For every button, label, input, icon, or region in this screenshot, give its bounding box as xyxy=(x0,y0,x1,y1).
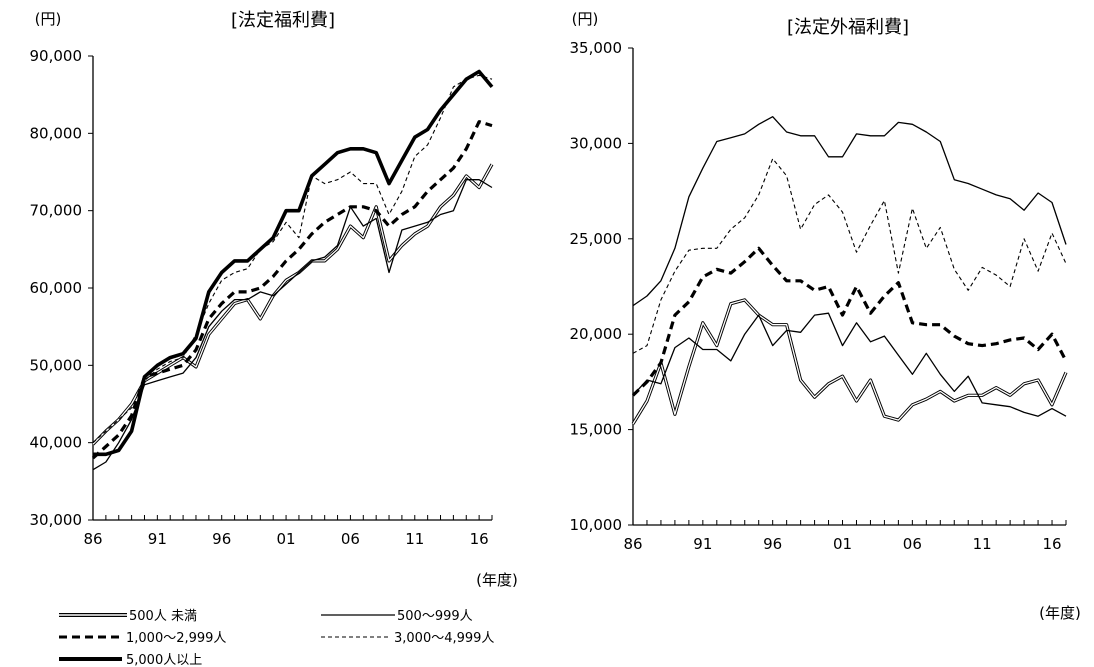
y-tick-label: 30,000 xyxy=(570,134,623,152)
x-tick-label: 06 xyxy=(903,535,922,553)
y-tick-label: 50,000 xyxy=(30,356,83,374)
x-tick-label: 11 xyxy=(405,530,424,548)
x-tick-label: 86 xyxy=(623,535,642,553)
series-path xyxy=(91,163,494,446)
series-path xyxy=(632,299,1067,425)
series-path xyxy=(632,312,1067,417)
y-tick-label: 10,000 xyxy=(570,516,623,534)
legend-item: 5,000人以上 xyxy=(59,653,202,667)
x-tick-label: 11 xyxy=(973,535,992,553)
legend-label: 1,000～2,999人 xyxy=(126,631,226,646)
series-line xyxy=(631,298,1068,425)
series-line xyxy=(632,116,1067,307)
x-tick-label: 06 xyxy=(341,530,360,548)
x-tick-label: 16 xyxy=(470,530,489,548)
series-line xyxy=(92,179,493,471)
y-tick-label: 70,000 xyxy=(30,202,83,220)
x-axis-unit-label: (年度) xyxy=(476,571,518,589)
legend: 500人 未満 500～999人 1,000～2,999人 3,000～4,99… xyxy=(59,609,494,667)
legend-item: 1,000～2,999人 xyxy=(59,631,226,646)
series-path xyxy=(93,69,494,457)
series-layer xyxy=(91,69,494,471)
legend-label: 500～999人 xyxy=(397,609,473,624)
y-tick-label: 15,000 xyxy=(570,421,623,439)
series-path xyxy=(632,116,1067,307)
series-path xyxy=(92,163,493,445)
legend-item: 3,000～4,999人 xyxy=(321,631,494,646)
legend-label: 3,000～4,999人 xyxy=(394,631,494,646)
x-tick-label: 96 xyxy=(763,535,782,553)
y-tick-label: 25,000 xyxy=(570,230,623,248)
series-path xyxy=(632,158,1067,354)
series-line xyxy=(632,312,1067,417)
x-tick-label: 96 xyxy=(212,530,231,548)
x-tick-label: 91 xyxy=(148,530,167,548)
chart-title: [法定福利費] xyxy=(231,10,335,31)
y-tick-label: 90,000 xyxy=(30,47,83,65)
series-path xyxy=(631,246,1068,397)
non-legal-welfare-chart: [法定外福利費] (円) (年度) 10,000 15,000 20,000 25,0… xyxy=(570,10,1081,622)
legend-label: 5,000人以上 xyxy=(126,653,202,667)
x-axis-unit-label: (年度) xyxy=(1039,604,1081,622)
series-line xyxy=(631,246,1068,397)
series-line xyxy=(93,69,494,457)
series-layer xyxy=(631,116,1068,425)
y-tick-label: 20,000 xyxy=(570,325,623,343)
x-tick-label: 01 xyxy=(277,530,296,548)
axes: 10,000 15,000 20,000 25,000 30,000 35,000 86 91… xyxy=(570,39,1067,553)
x-tick-label: 16 xyxy=(1042,535,1061,553)
series-path xyxy=(91,120,493,460)
y-tick-label: 80,000 xyxy=(30,124,83,142)
series-path xyxy=(92,74,493,444)
y-axis-unit-label: (円) xyxy=(35,10,62,28)
chart-title: [法定外福利費] xyxy=(787,17,909,38)
y-axis-unit-label: (円) xyxy=(572,10,599,28)
y-tick-label: 30,000 xyxy=(30,511,83,529)
series-line xyxy=(91,163,494,446)
y-tick-label: 40,000 xyxy=(30,434,83,452)
y-tick-label: 60,000 xyxy=(30,279,83,297)
series-line xyxy=(632,158,1067,354)
series-line xyxy=(92,74,493,444)
x-tick-label: 86 xyxy=(83,530,102,548)
series-path xyxy=(92,179,493,471)
x-tick-label: 91 xyxy=(693,535,712,553)
y-tick-label: 35,000 xyxy=(570,39,623,57)
legend-item: 500～999人 xyxy=(321,609,473,624)
legend-label: 500人 未満 xyxy=(129,609,197,624)
legend-item: 500人 未満 xyxy=(59,609,197,624)
x-tick-label: 01 xyxy=(833,535,852,553)
legal-welfare-chart: [法定福利費] (円) (年度) 30,000 40,000 50,000 60,00… xyxy=(30,10,518,589)
axes: 30,000 40,000 50,000 60,000 70,000 80,000 90,0… xyxy=(30,47,493,548)
series-line xyxy=(91,120,493,460)
